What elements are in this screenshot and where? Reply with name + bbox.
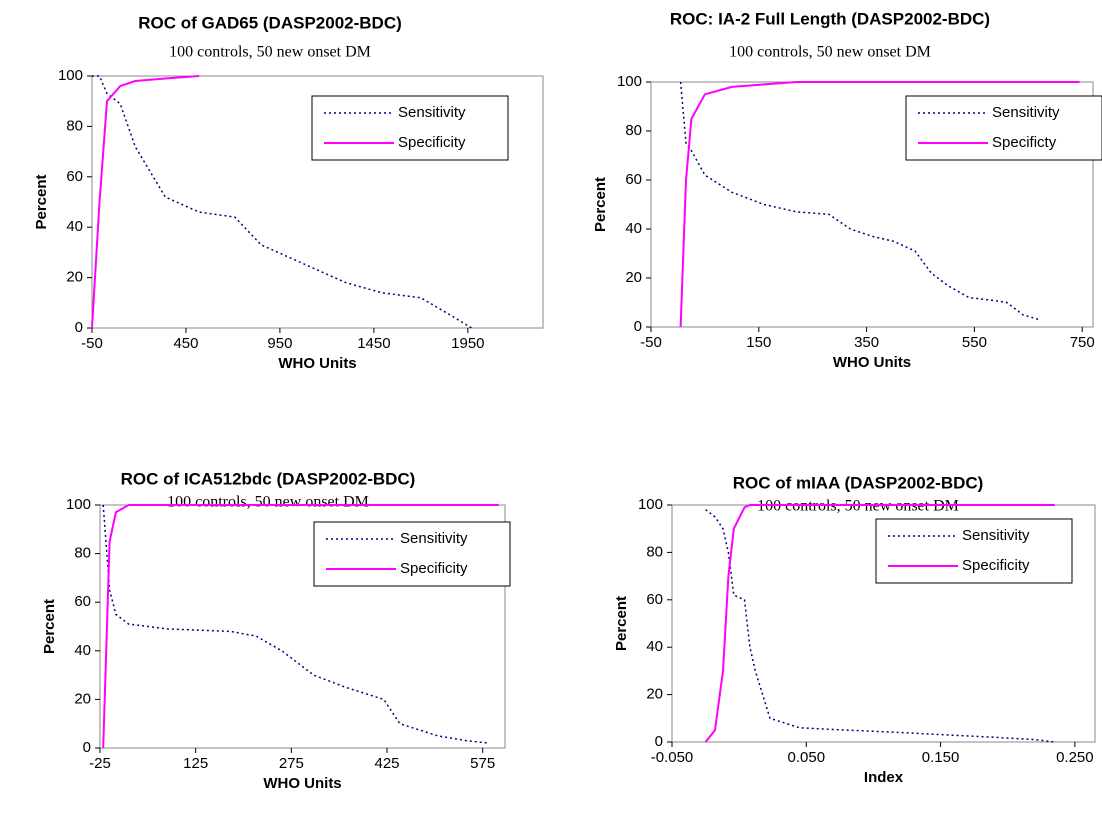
chart-subtitle: 100 controls, 50 new onset DM bbox=[167, 494, 369, 511]
series-line bbox=[92, 75, 472, 329]
x-tick-label: 575 bbox=[470, 755, 495, 772]
y-tick-label: 60 bbox=[74, 593, 91, 610]
legend-label: Specificity bbox=[962, 557, 1030, 574]
y-tick-label: 40 bbox=[625, 220, 642, 237]
x-tick-label: 125 bbox=[183, 755, 208, 772]
series-line bbox=[705, 509, 1055, 743]
legend-box bbox=[875, 518, 1073, 584]
series-line bbox=[679, 81, 1080, 328]
x-tick-label: -0.050 bbox=[651, 749, 694, 766]
plot-frame bbox=[91, 75, 544, 329]
y-axis-label: Percent bbox=[41, 599, 58, 654]
y-axis-label: Percent bbox=[33, 174, 50, 229]
y-tick-label: 20 bbox=[66, 269, 83, 286]
y-tick-label: 60 bbox=[66, 168, 83, 185]
y-tick-label: 20 bbox=[625, 269, 642, 286]
chart-title: ROC of ICA512bdc (DASP2002-BDC) bbox=[121, 469, 416, 488]
y-tick-label: 40 bbox=[646, 638, 663, 655]
legend-label: Sensitivity bbox=[992, 104, 1060, 121]
y-tick-label: 40 bbox=[66, 218, 83, 235]
chart-subtitle: 100 controls, 50 new onset DM bbox=[757, 498, 959, 515]
x-tick-label: 425 bbox=[374, 755, 399, 772]
y-tick-label: 100 bbox=[58, 67, 83, 84]
legend-label: Specificty bbox=[992, 134, 1057, 151]
y-axis-label: Percent bbox=[592, 177, 609, 232]
y-tick-label: 80 bbox=[646, 543, 663, 560]
x-tick-label: 950 bbox=[267, 335, 292, 352]
legend-label: Sensitivity bbox=[962, 527, 1030, 544]
x-tick-label: -50 bbox=[640, 334, 662, 351]
y-tick-label: 20 bbox=[74, 690, 91, 707]
chart-subtitle: 100 controls, 50 new onset DM bbox=[169, 44, 371, 61]
legend-box bbox=[905, 95, 1102, 161]
y-tick-label: 80 bbox=[625, 122, 642, 139]
x-tick-label: 750 bbox=[1070, 334, 1095, 351]
x-tick-label: 0.250 bbox=[1056, 749, 1094, 766]
legend-label: Specificity bbox=[398, 134, 466, 151]
x-axis-label: WHO Units bbox=[263, 775, 341, 792]
series-line bbox=[704, 504, 1055, 743]
y-tick-label: 0 bbox=[75, 319, 83, 336]
y-axis-label: Percent bbox=[613, 596, 630, 651]
series-line bbox=[102, 504, 490, 744]
x-tick-label: 450 bbox=[173, 335, 198, 352]
legend-label: Sensitivity bbox=[400, 530, 468, 547]
x-tick-label: 350 bbox=[854, 334, 879, 351]
y-tick-label: 0 bbox=[634, 318, 642, 335]
y-tick-label: 0 bbox=[83, 739, 91, 756]
x-tick-label: 550 bbox=[962, 334, 987, 351]
chart-title: ROC: IA-2 Full Length (DASP2002-BDC) bbox=[670, 9, 990, 28]
chart-subtitle: 100 controls, 50 new onset DM bbox=[729, 44, 931, 61]
y-tick-label: 100 bbox=[617, 73, 642, 90]
y-tick-label: 0 bbox=[655, 733, 663, 750]
chart-title: ROC of mIAA (DASP2002-BDC) bbox=[733, 473, 984, 492]
legend-box bbox=[313, 521, 511, 587]
x-tick-label: 1450 bbox=[357, 335, 390, 352]
y-tick-label: 100 bbox=[66, 496, 91, 513]
y-tick-label: 100 bbox=[638, 496, 663, 513]
legend-label: Specificity bbox=[400, 560, 468, 577]
x-tick-label: 1950 bbox=[451, 335, 484, 352]
legend-box bbox=[311, 95, 509, 161]
y-tick-label: 20 bbox=[646, 686, 663, 703]
x-tick-label: 150 bbox=[746, 334, 771, 351]
x-tick-label: -25 bbox=[89, 755, 111, 772]
y-tick-label: 60 bbox=[646, 591, 663, 608]
y-tick-label: 60 bbox=[625, 171, 642, 188]
chart-title: ROC of GAD65 (DASP2002-BDC) bbox=[138, 13, 402, 32]
y-tick-label: 80 bbox=[66, 117, 83, 134]
series-line bbox=[91, 75, 200, 329]
x-axis-label: WHO Units bbox=[833, 354, 911, 371]
y-tick-label: 40 bbox=[74, 642, 91, 659]
x-tick-label: 275 bbox=[279, 755, 304, 772]
x-tick-label: 0.050 bbox=[788, 749, 826, 766]
y-tick-label: 80 bbox=[74, 545, 91, 562]
x-axis-label: WHO Units bbox=[278, 355, 356, 372]
series-line bbox=[102, 504, 499, 749]
x-axis-label: Index bbox=[864, 769, 904, 786]
legend-label: Sensitivity bbox=[398, 104, 466, 121]
x-tick-label: -50 bbox=[81, 335, 103, 352]
x-tick-label: 0.150 bbox=[922, 749, 960, 766]
